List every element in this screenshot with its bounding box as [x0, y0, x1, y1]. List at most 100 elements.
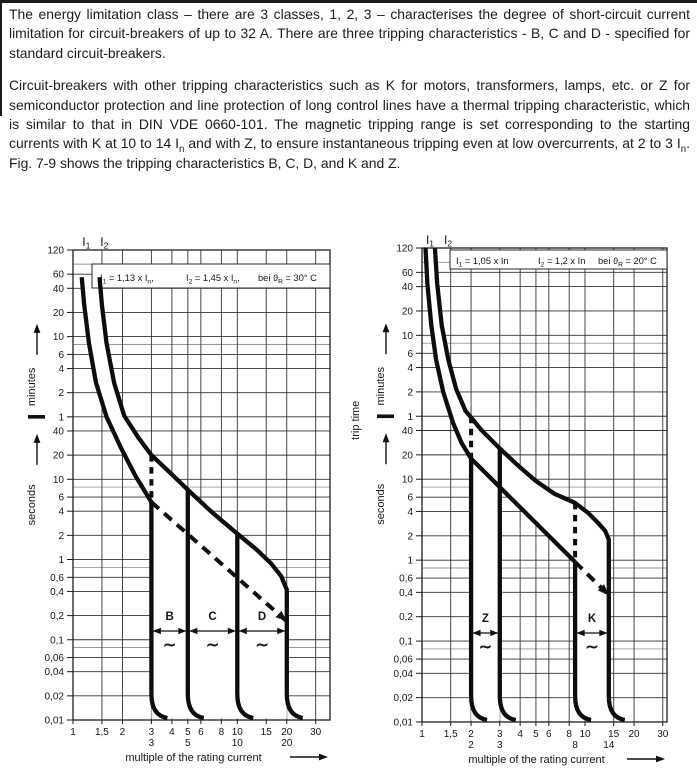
y-tick-label: 0,02: [394, 693, 414, 704]
arrowhead: [277, 627, 286, 635]
x-sub-tick-label: 3: [149, 738, 155, 749]
x-tick-label: 10: [579, 729, 591, 740]
x-tick-label: 3: [497, 729, 503, 740]
y-tick-label: 120: [47, 246, 64, 257]
y-tick-label: 2: [58, 388, 64, 399]
x-sub-tick-label: 10: [232, 738, 244, 749]
y-tick-label: 4: [58, 364, 64, 375]
x-sub-tick-label: 8: [572, 740, 578, 751]
x-tick-label: 20: [629, 729, 641, 740]
instantaneous-trip-line: [149, 502, 168, 721]
legend-text: I2 = 1,45 x In,: [186, 273, 240, 286]
plot-border: [421, 247, 668, 723]
ac-symbol: ∼: [255, 637, 268, 654]
arrowhead: [597, 584, 609, 596]
y-tick-label: 20: [402, 306, 414, 317]
band-mask-polygon: [425, 248, 609, 596]
y-tick-label: 10: [402, 475, 414, 486]
x-tick-label: 15: [608, 729, 620, 740]
y-tick-label: 0,4: [399, 588, 413, 599]
y-tick-label: 4: [407, 363, 413, 374]
characteristic-annotations: B ∼ C ∼ D ∼: [152, 611, 286, 654]
y-tick-label: 0,06: [394, 655, 414, 666]
legend: I1 = 1,05 x In I2 = 1,2 x In bei ϑR = 20° …: [449, 249, 668, 270]
x-tick-label: 30: [657, 729, 669, 740]
characteristic-label: B: [165, 611, 173, 623]
y-tick-label: 6: [407, 349, 413, 360]
y-axis: 120 60 40 20 10 6 4 2 1 40 20 10 6 4 2 1 0,6 0,4 0,2 0,1 0,0…: [394, 244, 422, 729]
ac-symbol: ∼: [163, 637, 176, 654]
legend: I1 = 1,13 x In, I2 = 1,45 x In, bei ϑR = 3…: [91, 263, 331, 289]
y-tick-label: 40: [402, 426, 414, 437]
x-axis-title: multiple of the rating current: [468, 754, 604, 766]
y-tick-label: 1: [407, 412, 413, 423]
y-tick-label: 0,02: [45, 691, 65, 702]
y-tick-label: 60: [402, 268, 414, 279]
x-tick-label: 30: [310, 727, 322, 738]
y-tick-label: 40: [53, 284, 65, 295]
y-tick-label: 0,06: [45, 653, 65, 664]
y-tick-label: 0,4: [50, 587, 64, 598]
legend-box: [91, 263, 331, 289]
y-tick-label: 60: [53, 270, 65, 281]
minute-boundary-mark: [28, 415, 45, 419]
band-mask-polygon: [471, 448, 500, 721]
x-tick-label: 4: [517, 729, 523, 740]
arrowhead: [472, 629, 481, 637]
time-unit-annotations: minutes seconds: [26, 323, 45, 525]
instantaneous-trip-line: [497, 448, 517, 723]
x-tick-label: 6: [546, 729, 552, 740]
page-border-top: [0, 0, 697, 3]
y-tick-label: 0,6: [50, 573, 64, 584]
x-tick-label: 4: [169, 727, 175, 738]
current-limit-label-i1: I1: [426, 233, 434, 249]
current-limit-label-i2: I2: [100, 235, 108, 251]
y-tick-label: 1: [58, 555, 64, 566]
paragraph-other-characteristics: Circuit-breakers with other tripping cha…: [9, 77, 691, 171]
minutes-unit-label: minutes: [26, 367, 38, 406]
legend-text: bei ϑR = 30° C: [258, 273, 317, 286]
curves: [79, 277, 304, 721]
y-tick-label: 6: [58, 350, 64, 361]
y-tick-label: 0,01: [45, 716, 65, 727]
y-tick-label: 0,2: [399, 612, 413, 623]
instantaneous-trip-line: [468, 458, 488, 723]
x-sub-tick-label: 5: [185, 738, 191, 749]
instantaneous-trip-line: [235, 533, 254, 721]
y-tick-label: 10: [53, 332, 65, 343]
x-tick-label: 1: [70, 727, 76, 738]
y-tick-label: 20: [53, 451, 65, 462]
instantaneous-trip-line: [185, 489, 205, 721]
x-sub-tick-label: 3: [497, 740, 503, 751]
curve-i1: [79, 277, 154, 504]
arrowhead: [576, 629, 585, 637]
current-limit-label-i1: I1: [82, 235, 90, 251]
page-border-left: [0, 0, 2, 116]
current-limit-label-i2: I2: [444, 233, 452, 249]
y-tick-label: 0,1: [399, 637, 413, 648]
y-tick-label: 20: [402, 450, 414, 461]
arrowhead: [178, 627, 187, 635]
x-tick-label: 15: [261, 727, 273, 738]
y-tick-label: 0,04: [45, 667, 65, 678]
y-axis-title: trip time: [350, 401, 362, 440]
y-tick-label: 6: [407, 493, 413, 504]
time-unit-annotations: minutes seconds trip time: [350, 323, 394, 525]
curve-i2: [97, 277, 304, 721]
y-axis: 120 60 40 20 10 6 4 2 1 40 20 10 6 4 2 1 0,6 0,4 0,2 0,1 0,0…: [45, 246, 73, 727]
legend-text: bei ϑR = 20° C: [598, 256, 657, 269]
y-tick-label: 6: [58, 493, 64, 504]
x-sub-tick-label: 14: [603, 740, 615, 751]
x-axis-title: multiple of the rating current: [125, 752, 261, 764]
y-tick-label: 2: [58, 531, 64, 542]
seconds-unit-label: seconds: [375, 483, 387, 524]
chart-bcd-tripping-characteristics: I1 = 1,13 x In, I2 = 1,45 x In, bei ϑR = 3…: [26, 235, 331, 764]
instantaneous-trip-line: [572, 562, 592, 723]
characteristic-label: D: [258, 611, 266, 623]
seconds-unit-label: seconds: [26, 484, 38, 525]
arrowhead: [227, 627, 236, 635]
chart-zk-tripping-characteristics: I1 = 1,05 x In I2 = 1,2 x In bei ϑR = 20° …: [350, 233, 669, 766]
dashed-lower-limit: [150, 500, 289, 623]
